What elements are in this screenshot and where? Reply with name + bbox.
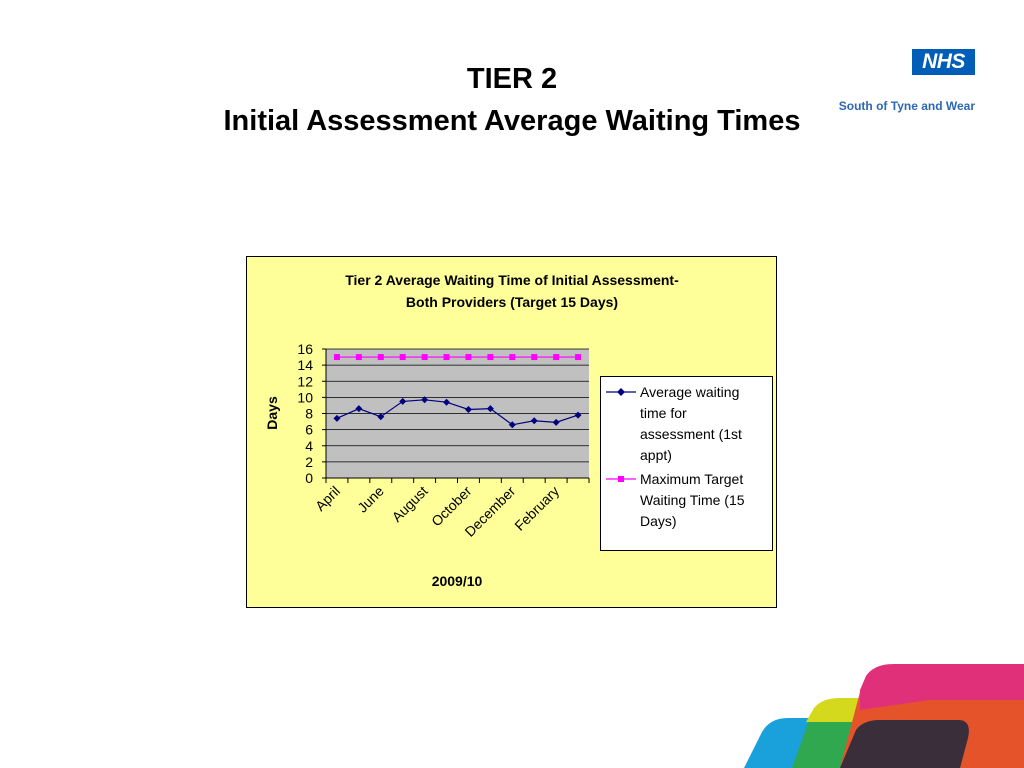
series-0-point [574, 411, 582, 419]
legend-label-average-1: Average waiting [640, 384, 739, 400]
series-0-point [530, 417, 538, 425]
series-1-point [399, 354, 406, 361]
y-tick-label: 8 [305, 406, 313, 422]
y-tick-label: 2 [305, 454, 313, 470]
series-0-point [552, 418, 560, 426]
series-0-point [333, 414, 341, 422]
series-0-point [421, 396, 429, 404]
series-1-point [553, 354, 560, 361]
legend-marker-average [617, 388, 625, 396]
series-0-point [377, 413, 385, 421]
y-tick-label: 12 [297, 373, 313, 389]
swoosh-pink [860, 664, 1024, 710]
legend-box [600, 376, 773, 551]
y-tick-label: 6 [305, 422, 313, 438]
series-1-point [377, 354, 384, 361]
series-1-point [421, 354, 428, 361]
legend-label-target-1: Maximum Target [640, 471, 743, 487]
y-tick-label: 16 [297, 341, 313, 357]
series-0-point [508, 421, 516, 429]
y-axis-title: Days [264, 396, 280, 430]
series-1-point [355, 354, 362, 361]
legend-marker-target [618, 476, 624, 482]
y-tick-label: 14 [297, 357, 313, 373]
legend-label-target-3: Days) [640, 513, 677, 529]
legend-label-average-4: appt) [640, 447, 672, 463]
chart-frame: Tier 2 Average Waiting Time of Initial A… [246, 256, 777, 608]
series-0-point [399, 397, 407, 405]
y-tick-label: 4 [305, 438, 313, 454]
series-1-point [531, 354, 538, 361]
series-1-point [575, 354, 582, 361]
y-tick-label: 0 [305, 470, 313, 486]
series-0-point [464, 405, 472, 413]
series-line-0 [336, 399, 579, 426]
series-0-point [355, 405, 363, 413]
series-1-point [487, 354, 494, 361]
legend-label-average-2: time for [640, 405, 687, 421]
chart-legend: Average waiting time for assessment (1st… [600, 376, 773, 551]
slide-title-line1: TIER 2 [466, 63, 558, 95]
x-axis-title: 2009/10 [432, 573, 483, 589]
slide-title: TIER 2 Initial Assessment Average Waitin… [0, 58, 1024, 142]
swoosh-dark [840, 720, 969, 768]
legend-label-target-2: Waiting Time (15 [640, 492, 745, 508]
series-1-point [465, 354, 472, 361]
y-tick-label: 10 [297, 389, 313, 405]
chart-title-line2: Both Providers (Target 15 Days) [406, 294, 618, 310]
series-0-point [443, 398, 451, 406]
nhs-logo-mark: NHS [922, 50, 965, 73]
nhs-logo: NHS [912, 49, 975, 75]
series-1-point [509, 354, 516, 361]
nhs-logo-subtitle: South of Tyne and Wear [838, 99, 975, 113]
decorative-corner-swoosh [744, 664, 1024, 768]
series-0-point [486, 405, 494, 413]
waiting-time-chart: Tier 2 Average Waiting Time of Initial A… [246, 256, 777, 608]
series-1-point [443, 354, 450, 361]
slide-title-line2: Initial Assessment Average Waiting Times [223, 105, 801, 137]
series-1-point [333, 354, 340, 361]
legend-label-average-3: assessment (1st [640, 426, 742, 442]
chart-title-line1: Tier 2 Average Waiting Time of Initial A… [345, 272, 679, 288]
